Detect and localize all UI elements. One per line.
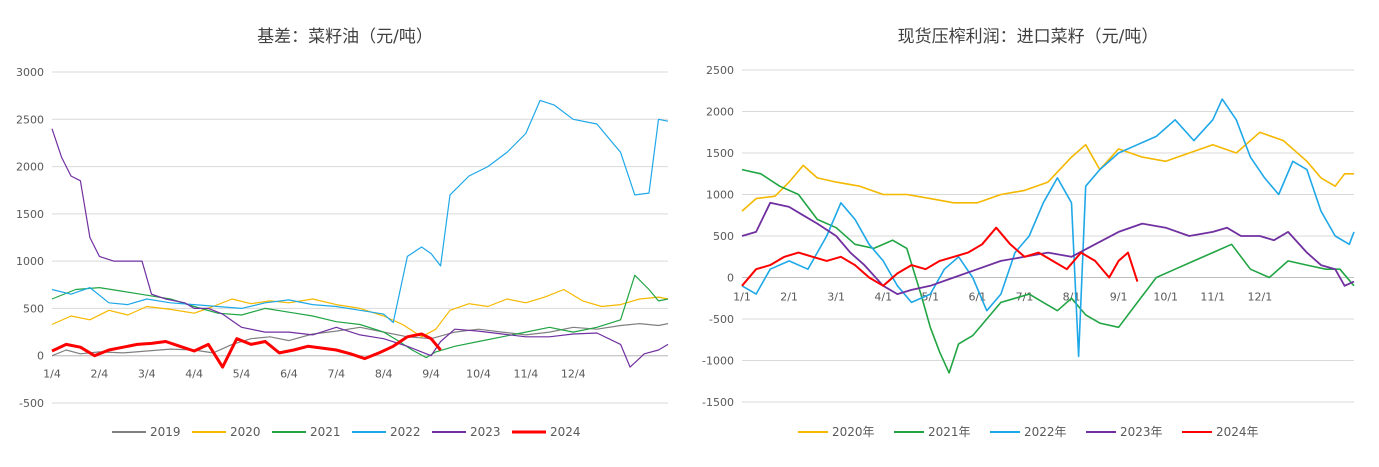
y-tick-label: 2500 [706, 64, 734, 77]
y-tick-label: -500 [19, 397, 44, 410]
legend-label: 2020 [230, 425, 261, 439]
x-tick-label: 2/4 [91, 368, 109, 381]
legend-label: 2023年 [1120, 425, 1163, 439]
x-tick-label: 9/4 [422, 368, 440, 381]
series-line-2020 [51, 288, 669, 338]
series-line-2023年 [741, 201, 1355, 296]
x-tick-label: 7/4 [327, 368, 345, 381]
y-tick-label: 2000 [706, 106, 734, 119]
series-line-2020年 [741, 131, 1354, 212]
y-tick-label: 500 [23, 302, 44, 315]
series-line-2022 [51, 99, 669, 324]
series-line-2022年 [741, 98, 1355, 358]
legend-label: 2022年 [1024, 425, 1067, 439]
legend-label: 2024年 [1216, 425, 1259, 439]
series-line-2024年 [741, 226, 1139, 287]
x-tick-label: 1/1 [733, 291, 751, 304]
x-tick-label: 1/4 [43, 368, 61, 381]
series-line-2021年 [741, 168, 1355, 374]
legend-label: 2022 [390, 425, 421, 439]
x-tick-label: 11/1 [1200, 291, 1225, 304]
y-tick-label: 1000 [16, 255, 44, 268]
y-tick-label: 0 [727, 272, 734, 285]
x-tick-label: 6/4 [280, 368, 298, 381]
y-tick-label: 3000 [16, 66, 44, 79]
series-line-2023 [51, 128, 669, 368]
y-tick-label: 2000 [16, 161, 44, 174]
y-tick-label: 1500 [706, 147, 734, 160]
x-tick-label: 12/1 [1247, 291, 1272, 304]
legend-label: 2023 [470, 425, 501, 439]
x-tick-label: 4/4 [185, 368, 203, 381]
x-tick-label: 8/1 [1063, 291, 1081, 304]
legend-label: 2024 [550, 425, 581, 439]
x-tick-label: 8/4 [375, 368, 393, 381]
x-tick-label: 12/4 [561, 368, 586, 381]
x-tick-label: 3/4 [138, 368, 156, 381]
legend-label: 2021 [310, 425, 341, 439]
y-tick-label: 500 [713, 230, 734, 243]
x-tick-label: 5/1 [921, 291, 939, 304]
legend-label: 2021年 [928, 425, 971, 439]
series-line-2024 [51, 332, 442, 369]
x-tick-label: 9/1 [1110, 291, 1128, 304]
x-tick-label: 10/4 [466, 368, 491, 381]
series-line-2019 [51, 323, 669, 357]
y-tick-label: 2500 [16, 113, 44, 126]
chart-title: 基差：菜籽油（元/吨） [257, 27, 433, 47]
x-tick-label: 11/4 [513, 368, 538, 381]
legend-label: 2019 [150, 425, 181, 439]
x-tick-label: 5/4 [233, 368, 251, 381]
x-tick-label: 10/1 [1153, 291, 1178, 304]
y-tick-label: -500 [709, 313, 734, 326]
y-tick-label: 1000 [706, 189, 734, 202]
chart-title: 现货压榨利润：进口菜籽（元/吨） [898, 27, 1159, 47]
basis-rapeseed-oil-chart: 基差：菜籽油（元/吨） 3000 2500 2000 1500 1000 500 0 -500… [16, 27, 669, 439]
legend-label: 2020年 [832, 425, 875, 439]
y-tick-label: 1500 [16, 208, 44, 221]
x-tick-label: 3/1 [827, 291, 845, 304]
y-tick-label: 0 [37, 350, 44, 363]
y-tick-label: -1500 [702, 396, 734, 409]
series-line-2021 [51, 274, 669, 359]
x-tick-label: 2/1 [780, 291, 798, 304]
crush-margin-imported-rapeseed-chart: 现货压榨利润：进口菜籽（元/吨） 2500 2000 1500 1000 500 0 -50… [702, 27, 1355, 439]
x-tick-label: 4/1 [874, 291, 892, 304]
y-tick-label: -1000 [702, 355, 734, 368]
